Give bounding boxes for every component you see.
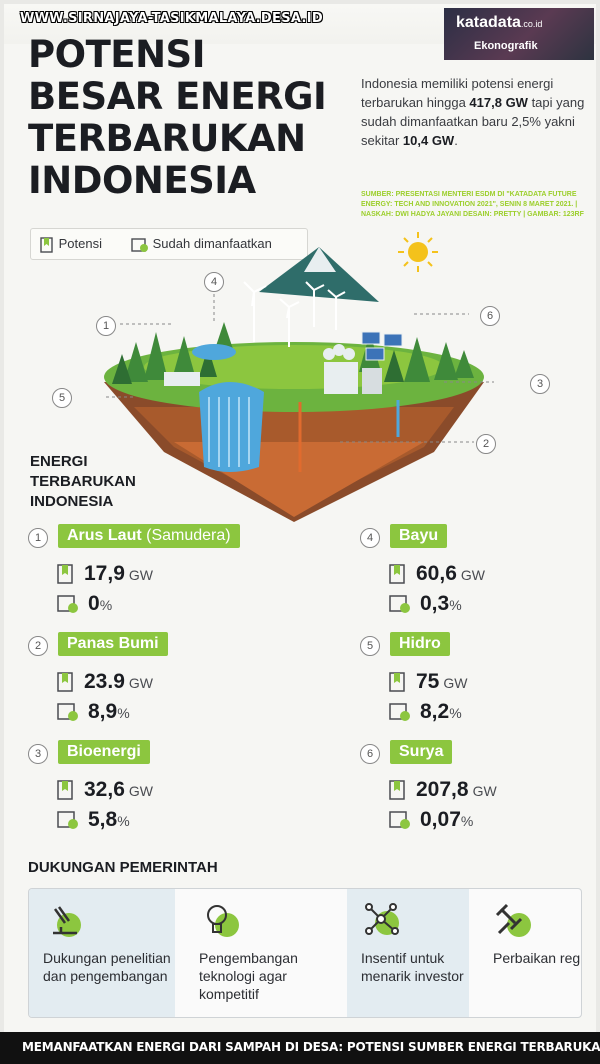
potensi-row: 207,8 GW (388, 778, 497, 802)
callout-2: 2 (476, 434, 496, 454)
legend: Potensi Sudah dimanfaatkan (30, 228, 308, 260)
energy-label: Surya (390, 740, 453, 764)
calendar-check-icon (57, 811, 78, 830)
calendar-check-icon (131, 237, 148, 252)
top-watermark: WWW.SIRNAJAYA-TASIKMALAYA.DESA.ID (20, 11, 323, 26)
energy-label: Arus Laut (Samudera) (58, 524, 240, 548)
energy-label: Bioenergi (58, 740, 150, 764)
microscope-icon (53, 906, 81, 937)
bottom-caption-bar: MEMANFAATKAN ENERGI DARI SAMPAH DI DESA:… (0, 1032, 600, 1064)
title-line: TERBARUKAN (28, 117, 306, 160)
calendar-check-icon (389, 811, 410, 830)
entry-number: 6 (360, 744, 380, 764)
bookmark-icon (57, 672, 73, 693)
callout-6: 6 (480, 306, 500, 326)
brand-logo: katadata.co.id (456, 14, 543, 31)
callout-3: 3 (530, 374, 550, 394)
callout-1: 1 (96, 316, 116, 336)
gavel-icon (495, 903, 531, 937)
legend-item-dimanfaatkan: Sudah dimanfaatkan (131, 236, 272, 253)
pemanfaatan-row: 0% (56, 592, 112, 616)
pemanfaatan-row: 0,07% (388, 808, 473, 832)
potensi-row: 60,6 GW (388, 562, 485, 586)
callout-5: 5 (52, 388, 72, 408)
calendar-check-icon (389, 595, 410, 614)
callout-4: 4 (204, 272, 224, 292)
bookmark-icon (40, 236, 53, 253)
bookmark-icon (389, 672, 405, 693)
entry-number: 1 (28, 528, 48, 548)
gov-support-panel: Dukungan penelitian dan pengembangan Pen… (28, 888, 582, 1018)
entry-number: 3 (28, 744, 48, 764)
pemanfaatan-row: 8,9% (56, 700, 130, 724)
energy-label: Bayu (390, 524, 448, 548)
pemanfaatan-row: 0,3% (388, 592, 462, 616)
katadata-brand: katadata.co.id Ekonografik (444, 8, 594, 60)
pemanfaatan-row: 8,2% (388, 700, 462, 724)
pemanfaatan-row: 5,8% (56, 808, 130, 832)
potensi-row: 32,6 GW (56, 778, 153, 802)
page-title: POTENSI BESAR ENERGI TERBARUKAN INDONESI… (28, 33, 327, 202)
energy-label: Panas Bumi (58, 632, 168, 656)
lightbulb-icon (207, 905, 239, 937)
energy-label: Hidro (390, 632, 450, 656)
brand-tag: Ekonografik (474, 40, 538, 52)
potensi-row: 75 GW (388, 670, 467, 694)
infographic-page: katadata.co.id Ekonografik POTENSI BESAR… (4, 4, 596, 1060)
bookmark-icon (57, 564, 73, 585)
sun-icon (398, 232, 438, 272)
entry-number: 4 (360, 528, 380, 548)
source-note: SUMBER: PRESENTASI MENTERI ESDM DI "KATA… (361, 191, 584, 218)
bookmark-icon (57, 780, 73, 801)
waterfall (199, 382, 264, 472)
bookmark-icon (389, 564, 405, 585)
legend-item-potensi: Potensi (39, 236, 102, 253)
entry-number: 5 (360, 636, 380, 656)
gov-card-incentive: Insentif untuk menarik investor (347, 889, 469, 1017)
gov-card-technology: Pengembangan teknologi agar kompetitif (185, 889, 335, 1017)
mountain (259, 247, 379, 302)
bookmark-icon (389, 780, 405, 801)
gov-card-research: Dukungan penelitian dan pengembangan (29, 889, 175, 1017)
calendar-check-icon (57, 703, 78, 722)
title-line: INDONESIA (28, 159, 256, 202)
calendar-check-icon (57, 595, 78, 614)
potensi-row: 17,9 GW (56, 562, 153, 586)
floating-island-illustration (104, 247, 494, 522)
intro-paragraph: Indonesia memiliki potensi energi terbar… (361, 76, 585, 148)
network-icon (365, 903, 399, 935)
title-line: BESAR ENERGI (28, 75, 327, 118)
potensi-row: 23.9 GW (56, 670, 153, 694)
gov-card-regulation: Perbaikan regulasi (479, 889, 581, 1017)
title-line: POTENSI (28, 33, 205, 76)
entry-number: 2 (28, 636, 48, 656)
gov-support-title: DUKUNGAN PEMERINTAH (28, 859, 218, 876)
calendar-check-icon (389, 703, 410, 722)
section-title: ENERGI TERBARUKAN INDONESIA (30, 453, 136, 510)
